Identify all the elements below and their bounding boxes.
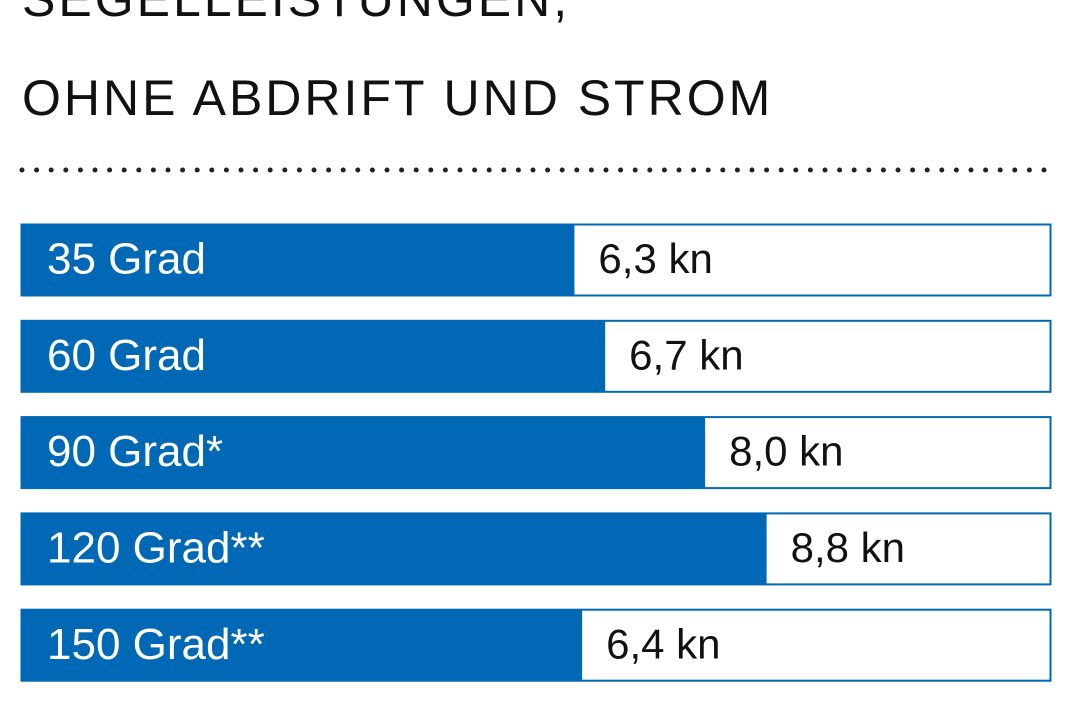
bar [21,224,575,296]
category-label: 90 Grad* [47,427,223,476]
chart-title-line-1: SEGELLEISTUNGEN, [22,0,570,27]
chart-title-line-2: OHNE ABDRIFT UND STROM [22,70,773,126]
bar [21,609,583,682]
value-label: 8,0 kn [729,428,843,475]
value-label: 6,4 kn [606,620,720,667]
value-label: 8,8 kn [791,524,905,571]
value-label: 6,3 kn [598,235,712,282]
category-label: 60 Grad [47,331,206,380]
category-label: 150 Grad** [47,620,265,669]
category-label: 120 Grad** [47,524,265,573]
bar [21,512,767,585]
value-label: 6,7 kn [629,331,743,378]
bar [21,416,706,489]
bar [21,320,606,393]
category-label: 35 Grad [47,235,206,284]
